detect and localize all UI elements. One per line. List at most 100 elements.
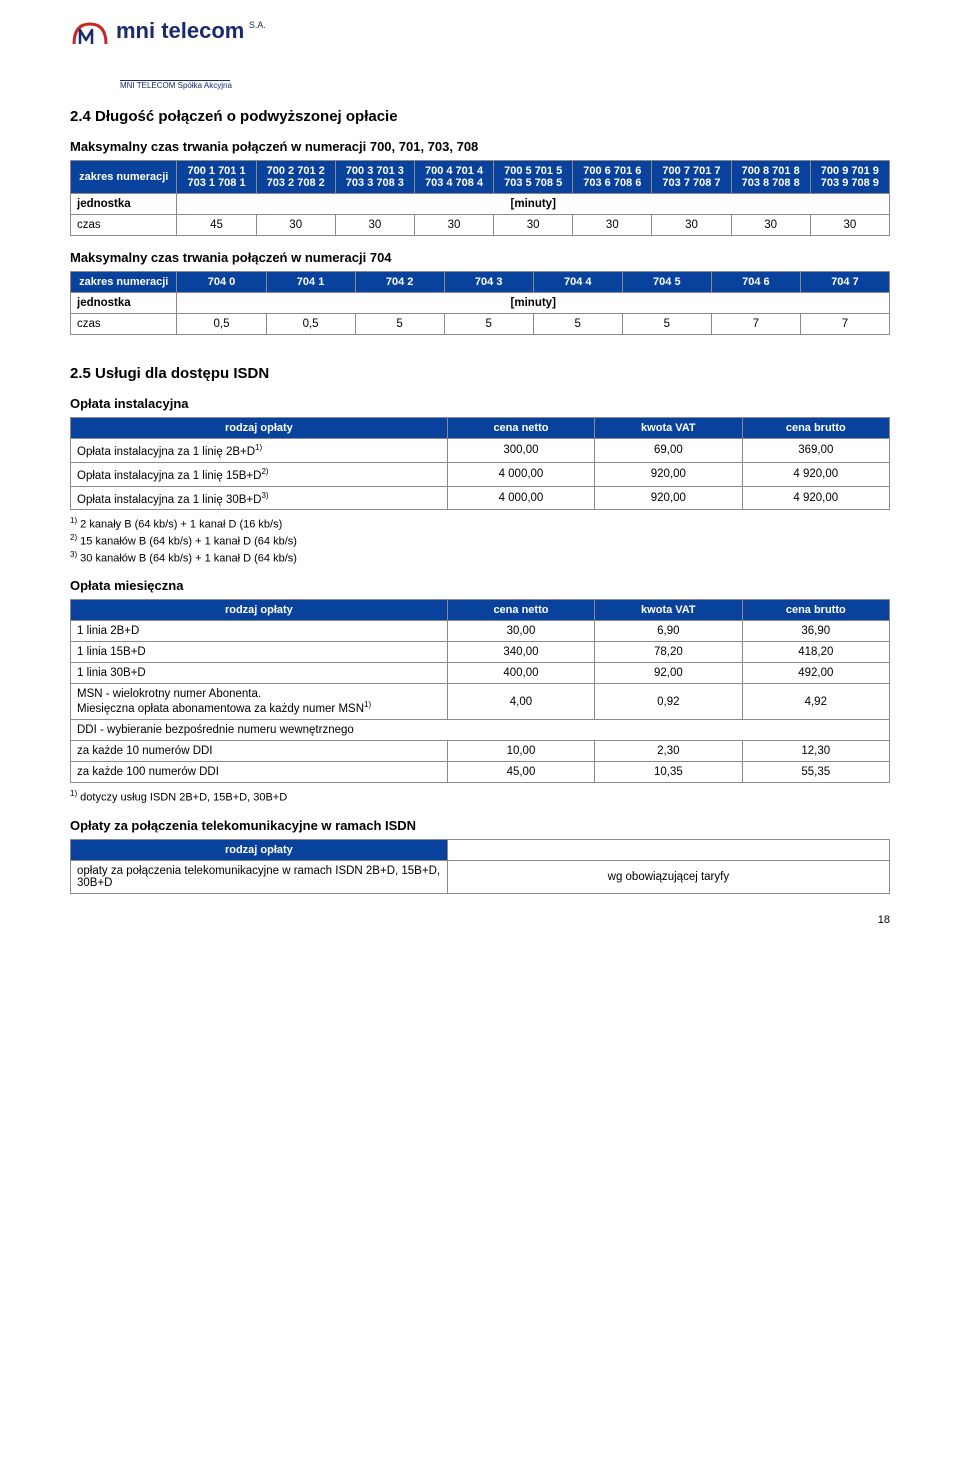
- logo: mni telecom S.A. MNI TELECOM Spółka Akcy…: [70, 20, 890, 90]
- val: 30: [335, 215, 414, 236]
- unit-label: jednostka: [71, 194, 177, 215]
- cell: 4 920,00: [742, 462, 889, 486]
- cell: 78,20: [595, 642, 742, 663]
- hdr-vat-m: kwota VAT: [595, 600, 742, 621]
- cell: 10,35: [595, 762, 742, 783]
- val: 0,5: [177, 314, 266, 335]
- row-label: Opłata instalacyjna za 1 linię 2B+D1): [71, 439, 448, 463]
- footnote: 1) 2 kanały B (64 kb/s) + 1 kanał D (16 …: [70, 516, 890, 531]
- hdr-vat: kwota VAT: [595, 418, 742, 439]
- table-row: 1 linia 2B+D30,006,9036,90: [71, 621, 890, 642]
- cell: 492,00: [742, 663, 889, 684]
- col-b7: 704 7: [800, 272, 889, 293]
- unit-value: [minuty]: [177, 194, 890, 215]
- table-row: za każde 100 numerów DDI45,0010,3555,35: [71, 762, 890, 783]
- col-zakres: zakres numeracji: [71, 161, 177, 194]
- col-3: 700 3 701 3 703 3 708 3: [335, 161, 414, 194]
- cell: 30,00: [447, 621, 594, 642]
- hdr-gross-m: cena brutto: [742, 600, 889, 621]
- cell: 4,92: [742, 684, 889, 720]
- val: 5: [355, 314, 444, 335]
- col-7: 700 7 701 7 703 7 708 7: [652, 161, 731, 194]
- val: 30: [652, 215, 731, 236]
- col-6: 700 6 701 6 703 6 708 6: [573, 161, 652, 194]
- col-2: 700 2 701 2 703 2 708 2: [256, 161, 335, 194]
- section-25-title: 2.5 Usługi dla dostępu ISDN: [70, 365, 890, 382]
- col-b4: 704 4: [533, 272, 622, 293]
- col-b3: 704 3: [444, 272, 533, 293]
- cell: 4 920,00: [742, 486, 889, 510]
- table-row: Opłata instalacyjna za 1 linię 2B+D1)300…: [71, 439, 890, 463]
- row-label: za każde 100 numerów DDI: [71, 762, 448, 783]
- table-row: Opłata instalacyjna za 1 linię 30B+D3)4 …: [71, 486, 890, 510]
- footnote: 2) 15 kanałów B (64 kb/s) + 1 kanał D (6…: [70, 533, 890, 548]
- col-zakres-b: zakres numeracji: [71, 272, 177, 293]
- val: 30: [414, 215, 493, 236]
- calls-row-value: wg obowiązującej taryfy: [447, 860, 889, 893]
- hdr-net: cena netto: [447, 418, 594, 439]
- hdr-gross: cena brutto: [742, 418, 889, 439]
- cell: 4 000,00: [447, 462, 594, 486]
- cell: 36,90: [742, 621, 889, 642]
- row-label: 1 linia 2B+D: [71, 621, 448, 642]
- unit-value-b: [minuty]: [177, 293, 890, 314]
- calls-row-label: opłaty za połączenia telekomunikacyjne w…: [71, 860, 448, 893]
- table-704: zakres numeracji 704 0 704 1 704 2 704 3…: [70, 271, 890, 335]
- monthly-heading: Opłata miesięczna: [70, 578, 890, 593]
- col-b1: 704 1: [266, 272, 355, 293]
- col-b0: 704 0: [177, 272, 266, 293]
- table-calls: rodzaj opłaty opłaty za połączenia telek…: [70, 839, 890, 894]
- table-row: 1 linia 30B+D400,0092,00492,00: [71, 663, 890, 684]
- table-row: DDI - wybieranie bezpośrednie numeru wew…: [71, 720, 890, 741]
- table-700-series: zakres numeracji 700 1 701 1 703 1 708 1…: [70, 160, 890, 236]
- val: 5: [444, 314, 533, 335]
- col-1: 700 1 701 1 703 1 708 1: [177, 161, 256, 194]
- col-9: 700 9 701 9 703 9 708 9: [810, 161, 889, 194]
- row-czas-label-b: czas: [71, 314, 177, 335]
- cell: 4,00: [447, 684, 594, 720]
- val: 45: [177, 215, 256, 236]
- col-8: 700 8 701 8 703 8 708 8: [731, 161, 810, 194]
- cell: 0,92: [595, 684, 742, 720]
- val: 5: [622, 314, 711, 335]
- footnote: 1) dotyczy usług ISDN 2B+D, 15B+D, 30B+D: [70, 789, 890, 804]
- cell: 55,35: [742, 762, 889, 783]
- cell: 92,00: [595, 663, 742, 684]
- logo-mark: [70, 20, 110, 55]
- unit-label-b: jednostka: [71, 293, 177, 314]
- val: 30: [494, 215, 573, 236]
- section-24-title: 2.4 Długość połączeń o podwyższonej opła…: [70, 108, 890, 125]
- row-label: Opłata instalacyjna za 1 linię 30B+D3): [71, 486, 448, 510]
- table-monthly: rodzaj opłaty cena netto kwota VAT cena …: [70, 599, 890, 783]
- row-label: Opłata instalacyjna za 1 linię 15B+D2): [71, 462, 448, 486]
- cell: 4 000,00: [447, 486, 594, 510]
- row-label: DDI - wybieranie bezpośrednie numeru wew…: [71, 720, 890, 741]
- cell: 340,00: [447, 642, 594, 663]
- col-b6: 704 6: [711, 272, 800, 293]
- val: 30: [256, 215, 335, 236]
- val: 30: [731, 215, 810, 236]
- row-label: MSN - wielokrotny numer Abonenta. Miesię…: [71, 684, 448, 720]
- val: 30: [810, 215, 889, 236]
- cell: 400,00: [447, 663, 594, 684]
- row-label: za każde 10 numerów DDI: [71, 741, 448, 762]
- val: 0,5: [266, 314, 355, 335]
- val: 7: [800, 314, 889, 335]
- cell: 45,00: [447, 762, 594, 783]
- val: 5: [533, 314, 622, 335]
- hdr-rodzaj: rodzaj opłaty: [71, 418, 448, 439]
- row-czas-label: czas: [71, 215, 177, 236]
- cell: 6,90: [595, 621, 742, 642]
- hdr-empty: [447, 839, 889, 860]
- table-row: MSN - wielokrotny numer Abonenta. Miesię…: [71, 684, 890, 720]
- hdr-net-m: cena netto: [447, 600, 594, 621]
- row-label: 1 linia 30B+D: [71, 663, 448, 684]
- col-5: 700 5 701 5 703 5 708 5: [494, 161, 573, 194]
- col-b5: 704 5: [622, 272, 711, 293]
- section-24-heading1: Maksymalny czas trwania połączeń w numer…: [70, 139, 890, 154]
- table-row: 1 linia 15B+D340,0078,20418,20: [71, 642, 890, 663]
- hdr-rodzaj-c: rodzaj opłaty: [71, 839, 448, 860]
- col-b2: 704 2: [355, 272, 444, 293]
- calls-heading: Opłaty za połączenia telekomunikacyjne w…: [70, 818, 890, 833]
- cell: 300,00: [447, 439, 594, 463]
